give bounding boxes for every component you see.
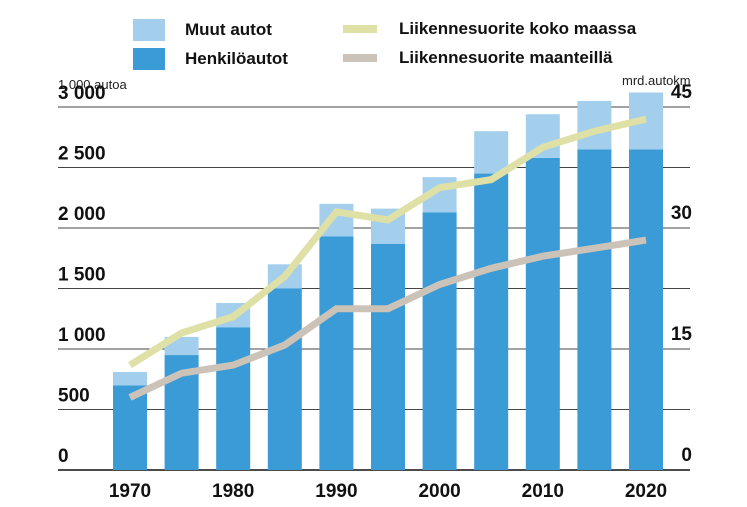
y-left-tick-label: 2 500 bbox=[58, 144, 106, 165]
tick-labels: 0 500 1 000 1 500 2 000 2 500 3 000 0 15 30 45 1970… bbox=[58, 82, 692, 502]
legend-swatch-henkiloautot bbox=[133, 48, 165, 70]
line-liikennesuorite-maanteilla bbox=[128, 236, 647, 401]
bar-henkiloautot-2015 bbox=[577, 149, 612, 470]
legend-swatch-maanteilla bbox=[343, 54, 377, 62]
y-right-tick-label: 0 bbox=[681, 445, 692, 466]
legend-muut-autot: Muut autot bbox=[133, 19, 272, 41]
lines-group bbox=[128, 115, 647, 401]
bar-henkiloautot-2010 bbox=[525, 157, 560, 470]
y-right-tick-label: 15 bbox=[671, 324, 693, 345]
left-axis-unit-label: 1 000 autoa bbox=[58, 77, 127, 92]
bar-henkiloautot-2005 bbox=[474, 173, 509, 471]
y-left-tick-label: 3 000 bbox=[58, 83, 106, 104]
bar-henkiloautot-1990 bbox=[319, 236, 354, 470]
y-left-tick-label: 1 500 bbox=[58, 265, 106, 286]
y-left-tick-label: 2 000 bbox=[58, 204, 106, 225]
legend-liikennesuorite-koko-maassa: Liikennesuorite koko maassa bbox=[343, 19, 636, 39]
right-axis-unit-label: mrd.autokm bbox=[622, 73, 691, 88]
x-tick-label: 2020 bbox=[625, 481, 667, 502]
bar-henkiloautot-1985 bbox=[267, 288, 302, 470]
x-tick-label: 2010 bbox=[522, 481, 564, 502]
x-tick-label: 1970 bbox=[109, 481, 151, 502]
bars-group bbox=[113, 92, 663, 471]
bar-henkiloautot-1995 bbox=[371, 243, 405, 470]
bar-henkiloautot-2020 bbox=[629, 149, 663, 470]
legend-swatch-muut-autot bbox=[133, 19, 165, 41]
x-tick-label: 2000 bbox=[418, 481, 460, 502]
legend-label-koko-maassa: Liikennesuorite koko maassa bbox=[399, 19, 637, 38]
y-left-tick-label: 0 bbox=[58, 446, 69, 467]
legend-label-henkiloautot: Henkilöautot bbox=[185, 49, 288, 68]
legend-swatch-koko-maassa bbox=[343, 25, 377, 33]
bar-henkiloautot-2000 bbox=[422, 212, 457, 470]
bar-muut-autot-2005 bbox=[474, 131, 509, 174]
bar-henkiloautot-1970 bbox=[113, 385, 147, 470]
y-right-tick-label: 30 bbox=[671, 203, 692, 224]
legend-henkiloautot: Henkilöautot bbox=[133, 48, 288, 70]
legend-label-maanteilla: Liikennesuorite maanteillä bbox=[399, 48, 613, 67]
y-left-tick-label: 1 000 bbox=[58, 325, 106, 346]
line-liikennesuorite-koko-maassa bbox=[128, 115, 647, 369]
bar-muut-autot-1970 bbox=[113, 371, 147, 386]
y-right-tick-label: 45 bbox=[671, 82, 693, 103]
legend-liikennesuorite-maanteilla: Liikennesuorite maanteillä bbox=[343, 48, 613, 68]
legend-label-muut-autot: Muut autot bbox=[185, 20, 272, 39]
x-tick-label: 1980 bbox=[212, 481, 254, 502]
bar-henkiloautot-1980 bbox=[216, 327, 251, 470]
x-tick-label: 1990 bbox=[315, 481, 357, 502]
y-left-tick-label: 500 bbox=[58, 386, 90, 407]
